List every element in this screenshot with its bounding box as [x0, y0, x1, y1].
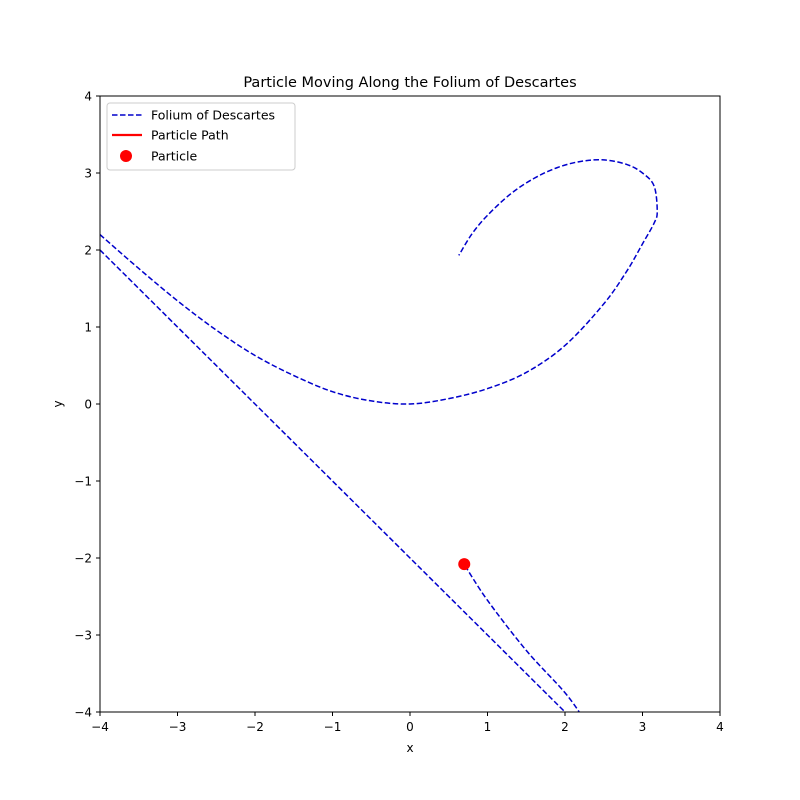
x-tick-label: −1 [324, 720, 342, 734]
folium-curve-segment [100, 159, 658, 405]
x-tick-label: 2 [561, 720, 569, 734]
y-tick-label: −3 [74, 629, 92, 643]
legend-label-path: Particle Path [151, 128, 229, 143]
x-tick-label: 0 [406, 720, 414, 734]
x-tick-label: −3 [169, 720, 187, 734]
y-tick-label: 4 [84, 90, 92, 104]
y-tick-label: −1 [74, 475, 92, 489]
folium-curve-segment [100, 249, 567, 712]
legend: Folium of Descartes Particle Path Partic… [106, 102, 296, 171]
y-tick-label: 2 [84, 244, 92, 258]
legend-box [106, 102, 296, 171]
folium-curve-segment [464, 565, 581, 712]
x-axis: −4 −3 −2 −1 0 1 2 3 4 [91, 712, 724, 734]
x-tick-label: −4 [91, 720, 109, 734]
y-tick-label: −2 [74, 552, 92, 566]
legend-label-particle: Particle [151, 149, 197, 164]
plot-area [100, 159, 658, 712]
y-axis-label: y [51, 400, 65, 407]
x-tick-label: 4 [716, 720, 724, 734]
y-tick-label: 1 [84, 321, 92, 335]
legend-label-folium: Folium of Descartes [151, 108, 275, 123]
x-tick-label: −2 [246, 720, 264, 734]
particle-marker [458, 558, 471, 571]
chart-title: Particle Moving Along the Folium of Desc… [243, 75, 576, 91]
legend-swatch-particle [120, 150, 132, 162]
y-tick-label: −4 [74, 706, 92, 720]
marker-layer [458, 558, 471, 571]
x-tick-label: 1 [484, 720, 492, 734]
y-tick-label: 3 [84, 167, 92, 181]
y-axis: −4 −3 −2 −1 0 1 2 3 4 [74, 90, 100, 720]
x-axis-label: x [406, 741, 413, 755]
y-tick-label: 0 [84, 398, 92, 412]
x-tick-label: 3 [639, 720, 647, 734]
